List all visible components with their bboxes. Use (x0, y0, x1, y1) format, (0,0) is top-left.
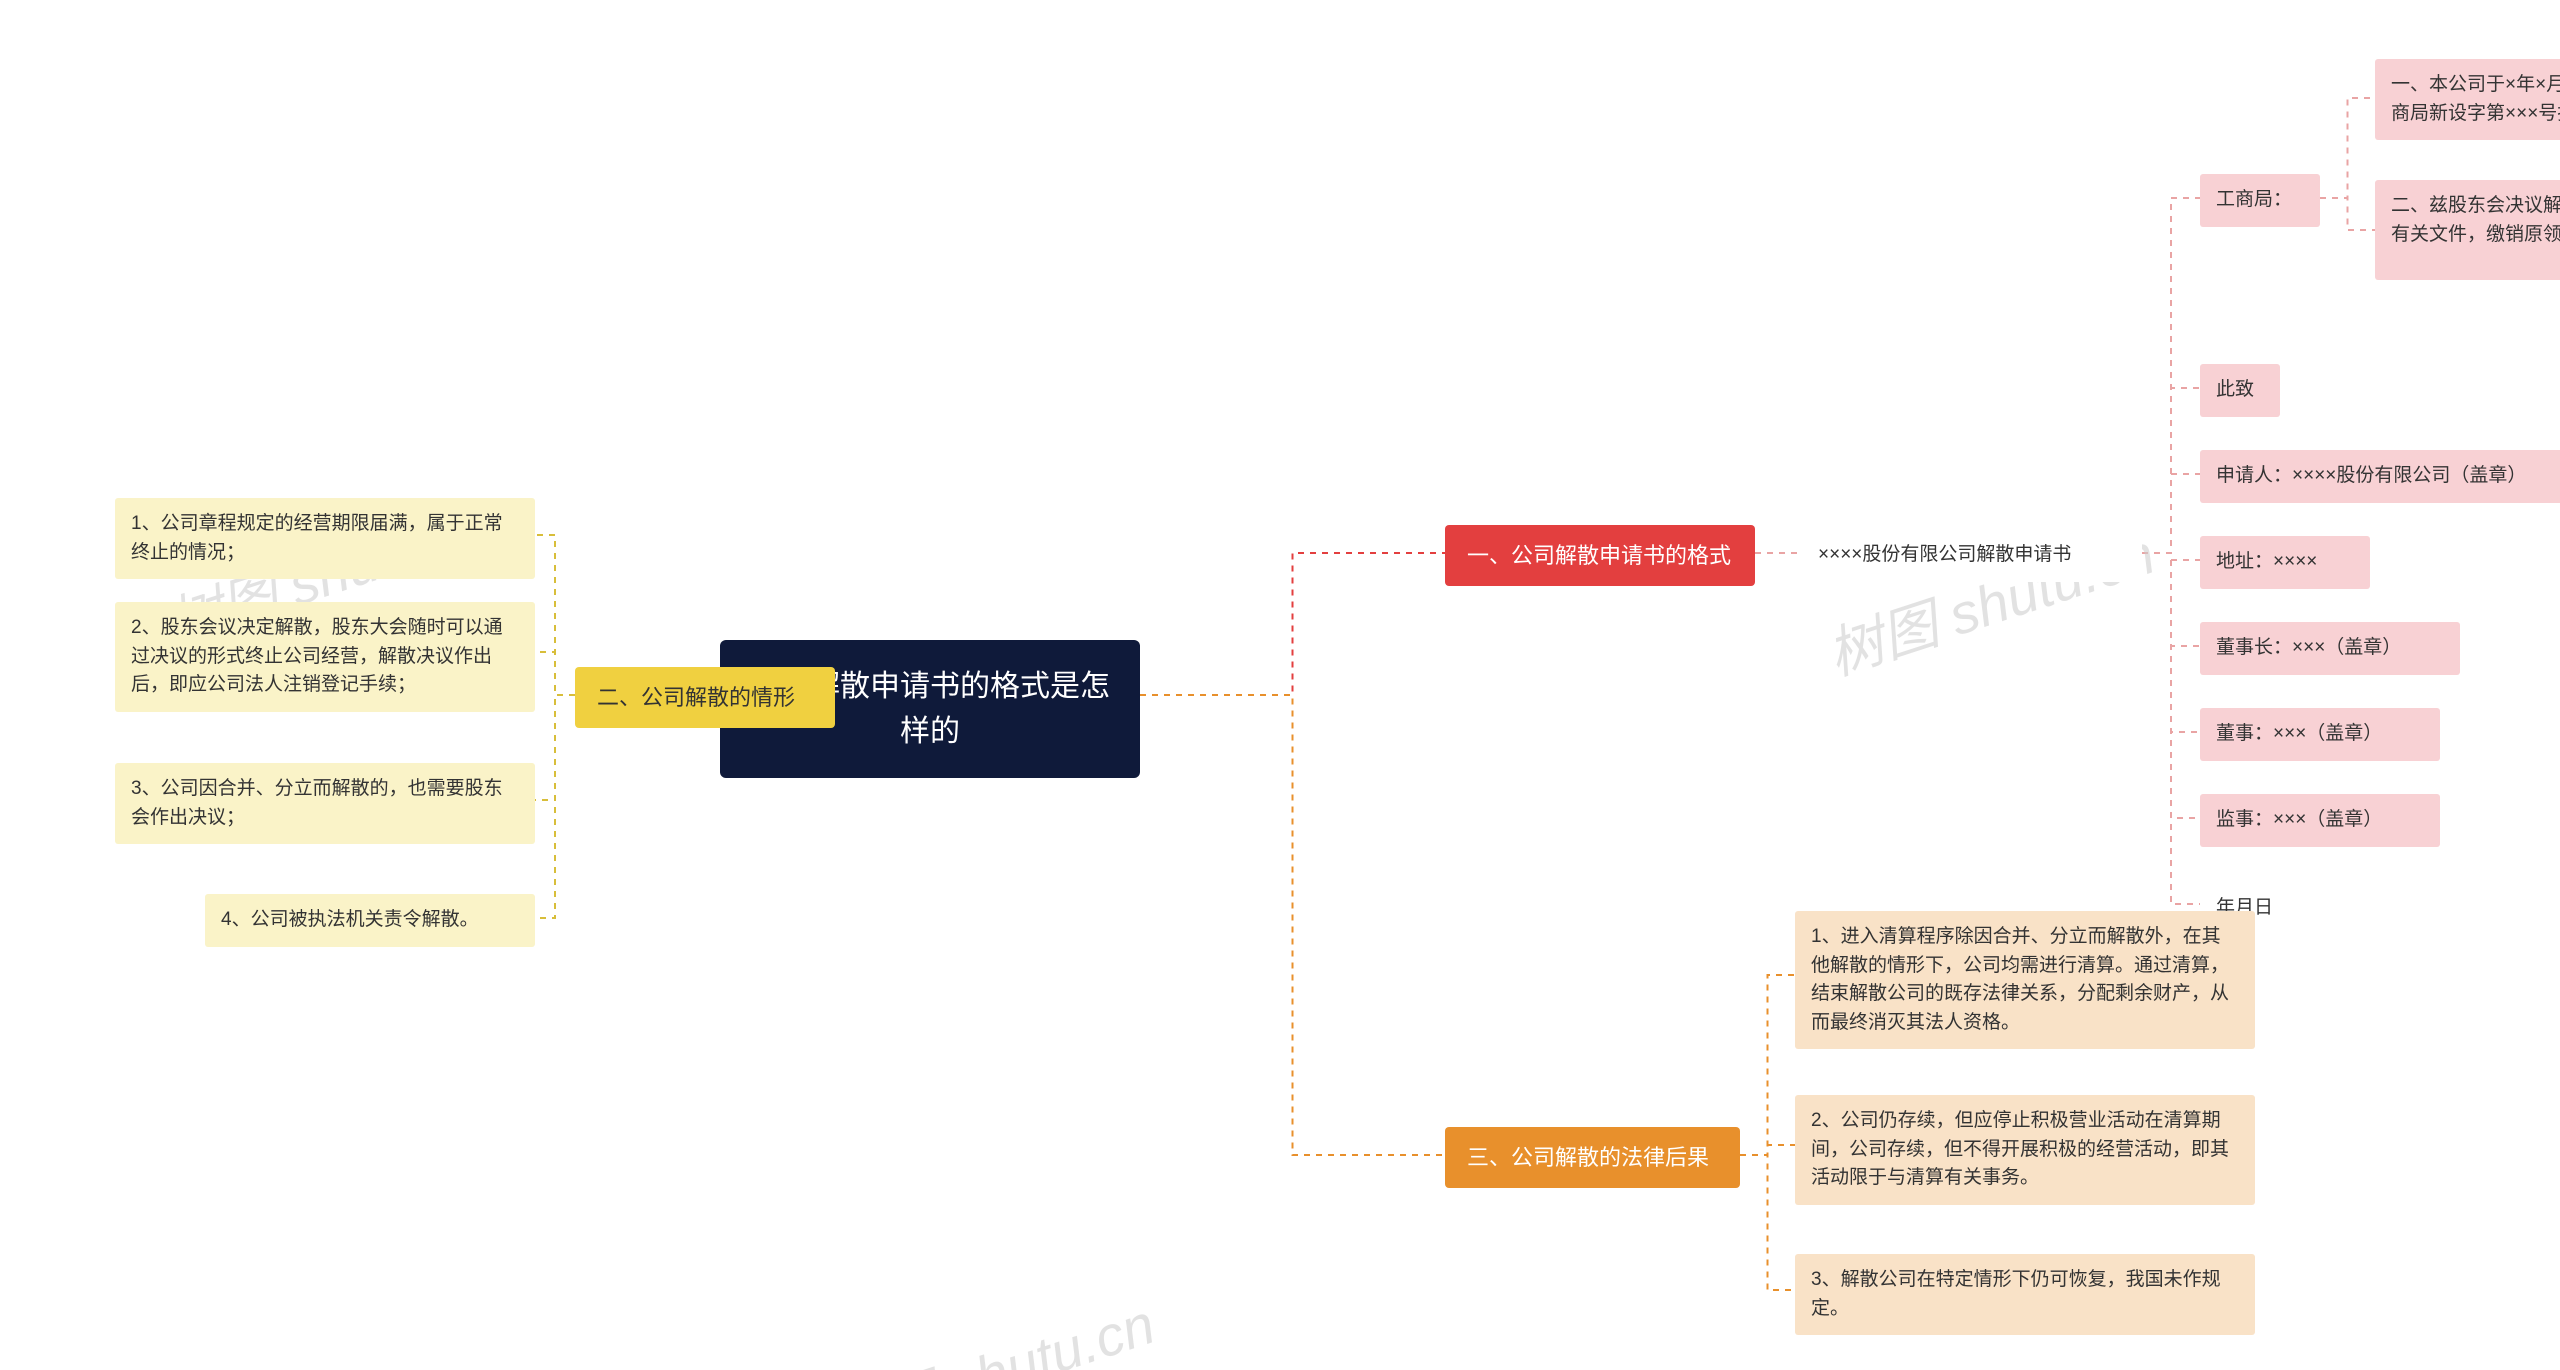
leaf-node[interactable]: 一、本公司于×年×月×日奉准设立变更登记，领到工商局新设字第×××号执照。 (2375, 59, 2560, 140)
branch-node[interactable]: 一、公司解散申请书的格式 (1445, 525, 1755, 586)
sub-node[interactable]: ××××股份有限公司解散申请书 (1802, 529, 2142, 582)
leaf-node[interactable]: 工商局： (2200, 174, 2320, 227)
leaf-node[interactable]: 监事：×××（盖章） (2200, 794, 2440, 847)
leaf-node[interactable]: 申请人：××××股份有限公司（盖章） (2200, 450, 2560, 503)
leaf-node[interactable]: 3、解散公司在特定情形下仍可恢复，我国未作规定。 (1795, 1254, 2255, 1335)
leaf-node[interactable]: 1、公司章程规定的经营期限届满，属于正常终止的情况； (115, 498, 535, 579)
leaf-node[interactable]: 此致 (2200, 364, 2280, 417)
leaf-node[interactable]: 2、股东会议决定解散，股东大会随时可以通过决议的形式终止公司经营，解散决议作出后… (115, 602, 535, 712)
leaf-node[interactable]: 二、兹股东会决议解散，遵照公司法的规定，捡具有关文件，缴销原领执照，请准予解散登… (2375, 180, 2560, 280)
watermark: 树图 shutu.cn (816, 1280, 1164, 1370)
leaf-node[interactable]: 3、公司因合并、分立而解散的，也需要股东会作出决议； (115, 763, 535, 844)
leaf-node[interactable]: 董事：×××（盖章） (2200, 708, 2440, 761)
leaf-node[interactable]: 4、公司被执法机关责令解散。 (205, 894, 535, 947)
leaf-node[interactable]: 2、公司仍存续，但应停止积极营业活动在清算期间，公司存续，但不得开展积极的经营活… (1795, 1095, 2255, 1205)
branch-node[interactable]: 三、公司解散的法律后果 (1445, 1127, 1740, 1188)
leaf-node[interactable]: 董事长：×××（盖章） (2200, 622, 2460, 675)
branch-node[interactable]: 二、公司解散的情形 (575, 667, 835, 728)
leaf-node[interactable]: 地址：×××× (2200, 536, 2370, 589)
leaf-node[interactable]: 1、进入清算程序除因合并、分立而解散外，在其他解散的情形下，公司均需进行清算。通… (1795, 911, 2255, 1049)
